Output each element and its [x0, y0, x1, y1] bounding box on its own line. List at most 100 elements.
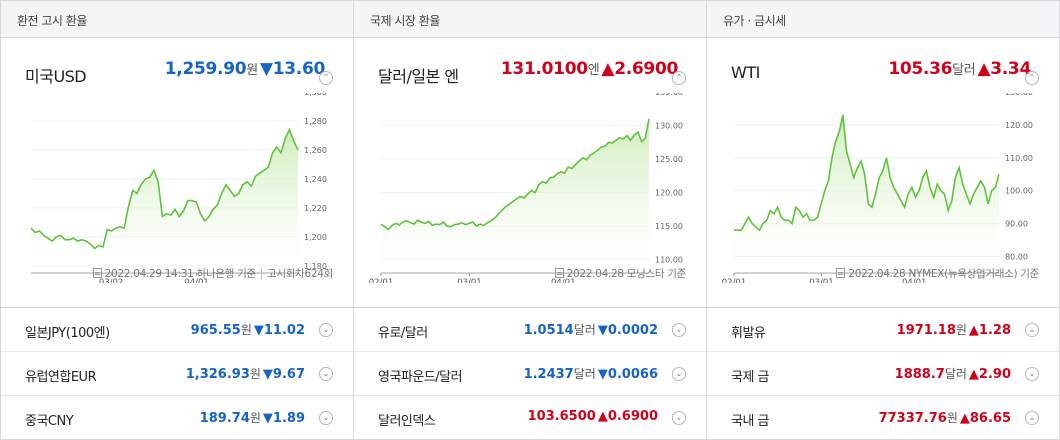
- row-price: 1.2437: [523, 367, 574, 382]
- expand-icon[interactable]: ⌄: [672, 367, 686, 381]
- expand-icon[interactable]: ⌄: [1025, 367, 1039, 381]
- list-item[interactable]: 달러인덱스 103.6500 ▲0.6900 ⌄: [354, 396, 706, 440]
- x-tick-label: 02/01: [369, 278, 394, 283]
- expand-icon[interactable]: ⌄: [672, 411, 686, 425]
- y-tick-label: 90.00: [1005, 220, 1028, 229]
- row-price: 1971.18: [896, 323, 956, 338]
- x-tick-label: 04/01: [551, 278, 576, 283]
- panel-header: 유가 · 금시세: [707, 1, 1059, 38]
- list-item[interactable]: 국제 금 1888.7달러 ▲2.90 ⌄: [707, 352, 1059, 396]
- row-change: ▲1.28: [968, 323, 1011, 338]
- y-tick-label: 130.00: [1005, 93, 1033, 97]
- collapse-icon[interactable]: ⌃: [319, 71, 333, 85]
- usdjpy-chart: 135.00 130.00 125.00 120.00 115.00 110.00 02/0…: [369, 93, 683, 283]
- document-icon: [836, 268, 846, 278]
- series-area: [31, 129, 298, 273]
- list-item[interactable]: 영국파운드/달러 1.2437달러 ▼0.0066 ⌄: [354, 352, 706, 396]
- list-item[interactable]: 국내 금 77337.76원 ▲86.65 ⌄: [707, 396, 1059, 440]
- row-change: ▼0.0066: [597, 367, 658, 382]
- expand-icon[interactable]: ⌄: [319, 367, 333, 381]
- price-unit: 엔: [587, 63, 600, 78]
- expand-icon[interactable]: ⌄: [319, 323, 333, 337]
- quote-name: 미국USD: [25, 67, 87, 86]
- list-item[interactable]: 중국CNY 189.74원 ▼1.89 ⌄: [1, 396, 353, 440]
- x-tick-label: 04/01: [902, 278, 927, 283]
- y-tick-label: 80.00: [1005, 253, 1028, 262]
- y-tick-label: 110.00: [1005, 154, 1033, 163]
- row-price: 1888.7: [894, 367, 945, 382]
- row-unit: 원: [249, 411, 261, 425]
- price-change: ▲2.6900: [601, 59, 678, 79]
- y-tick-label: 1,220: [304, 204, 327, 213]
- quote-name: WTI: [731, 63, 760, 82]
- collapse-icon[interactable]: ⌃: [672, 71, 686, 85]
- y-tick-label: 115.00: [655, 222, 683, 231]
- price-unit: 원: [246, 63, 258, 78]
- row-change: ▼1.89: [262, 411, 305, 426]
- expand-icon[interactable]: ⌄: [1025, 411, 1039, 425]
- list-item[interactable]: 휘발유 1971.18원 ▲1.28 ⌄: [707, 308, 1059, 352]
- list-item[interactable]: 유럽연합EUR 1,326.93원 ▼9.67 ⌄: [1, 352, 353, 396]
- footer-text: 2022.04.28 모닝스타 기준: [566, 268, 687, 280]
- row-name: 중국CNY: [25, 414, 74, 429]
- y-tick-label: 130.00: [655, 122, 683, 131]
- row-change: ▲2.90: [968, 367, 1011, 382]
- quote-list: 유로/달러 1.0514달러 ▼0.0002 ⌄ 영국파운드/달러 1.2437달…: [354, 307, 706, 440]
- row-price: 189.74: [199, 411, 250, 426]
- row-unit: 원: [946, 411, 958, 425]
- main-quote[interactable]: 달러/일본 엔 131.0100엔▲2.6900 ⌃ 135.00130.001…: [354, 38, 706, 306]
- y-tick-label: 1,300: [304, 93, 327, 97]
- price-value: 105.36: [888, 59, 953, 79]
- row-value: 189.74원 ▼1.89: [200, 409, 305, 426]
- series-line: [380, 118, 650, 231]
- x-tick-label: 03/01: [457, 278, 482, 283]
- row-value: 77337.76원 ▲86.65: [879, 409, 1011, 426]
- list-item[interactable]: 일본JPY(100엔) 965.55원 ▼11.02 ⌄: [1, 308, 353, 352]
- collapse-icon[interactable]: ⌃: [1025, 71, 1039, 85]
- price-value: 131.0100: [500, 59, 588, 79]
- price-unit: 달러: [952, 63, 976, 78]
- document-icon: [554, 268, 564, 278]
- panel-header: 국제 시장 환율: [354, 1, 706, 38]
- footer-divider: |: [259, 268, 264, 280]
- y-tick-label: 100.00: [1005, 187, 1033, 196]
- row-value: 1888.7달러 ▲2.90: [895, 365, 1011, 382]
- x-tick-label: 03/02: [99, 278, 124, 283]
- y-tick-label: 110.00: [655, 256, 683, 265]
- row-unit: 원: [240, 323, 252, 337]
- y-tick-label: 1,200: [304, 233, 327, 242]
- series-line: [30, 127, 299, 250]
- panel-header: 환전 고시 환율: [1, 1, 353, 38]
- main-quote[interactable]: WTI 105.36달러▲3.34 ⌃ 130.00 120.00 110.00 10…: [707, 38, 1059, 306]
- row-price: 1.0514: [523, 323, 574, 338]
- row-value: 965.55원 ▼11.02: [191, 321, 305, 338]
- y-tick-label: 120.00: [1005, 121, 1033, 130]
- x-tick-label: 04/01: [184, 278, 209, 283]
- row-value: 1971.18원 ▲1.28: [897, 321, 1011, 338]
- row-value: 1.2437달러 ▼0.0066: [524, 365, 658, 382]
- row-unit: 원: [249, 367, 261, 381]
- price-change: ▲3.34: [977, 59, 1031, 79]
- row-name: 유로/달러: [378, 326, 428, 341]
- x-tick-label: 03/01: [809, 278, 834, 283]
- expand-icon[interactable]: ⌄: [672, 323, 686, 337]
- usd-chart: 1,300 1,280 1,260 1,240 1,220 1,200 1,180 03/02…: [30, 93, 327, 283]
- main-quote[interactable]: 미국USD 1,259.90원▼13.60 ⌃ 1,3001,2801,2601…: [1, 38, 353, 306]
- row-name: 국내 금: [731, 414, 770, 429]
- price-change: ▼13.60: [259, 59, 325, 79]
- chart-footer: 2022.04.28 NYMEX(뉴욕상업거래소) 기준: [836, 266, 1039, 281]
- chart-footer: 2022.04.28 모닝스타 기준: [554, 266, 687, 281]
- quote-list: 휘발유 1971.18원 ▲1.28 ⌄ 국제 금 1888.7달러 ▲2.90 ⌄…: [707, 307, 1059, 440]
- series-area: [381, 118, 649, 273]
- y-tick-label: 1,280: [304, 117, 327, 126]
- wti-chart: 130.00 120.00 110.00 100.00 90.00 80.00 02/01 0…: [722, 93, 1033, 283]
- list-item[interactable]: 유로/달러 1.0514달러 ▼0.0002 ⌄: [354, 308, 706, 352]
- row-name: 유럽연합EUR: [25, 370, 97, 385]
- row-change: ▼9.67: [262, 367, 305, 382]
- document-icon: [92, 268, 102, 278]
- expand-icon[interactable]: ⌄: [1025, 323, 1039, 337]
- expand-icon[interactable]: ⌄: [319, 411, 333, 425]
- row-unit: 달러: [573, 323, 596, 337]
- y-tick-label: 120.00: [655, 189, 683, 198]
